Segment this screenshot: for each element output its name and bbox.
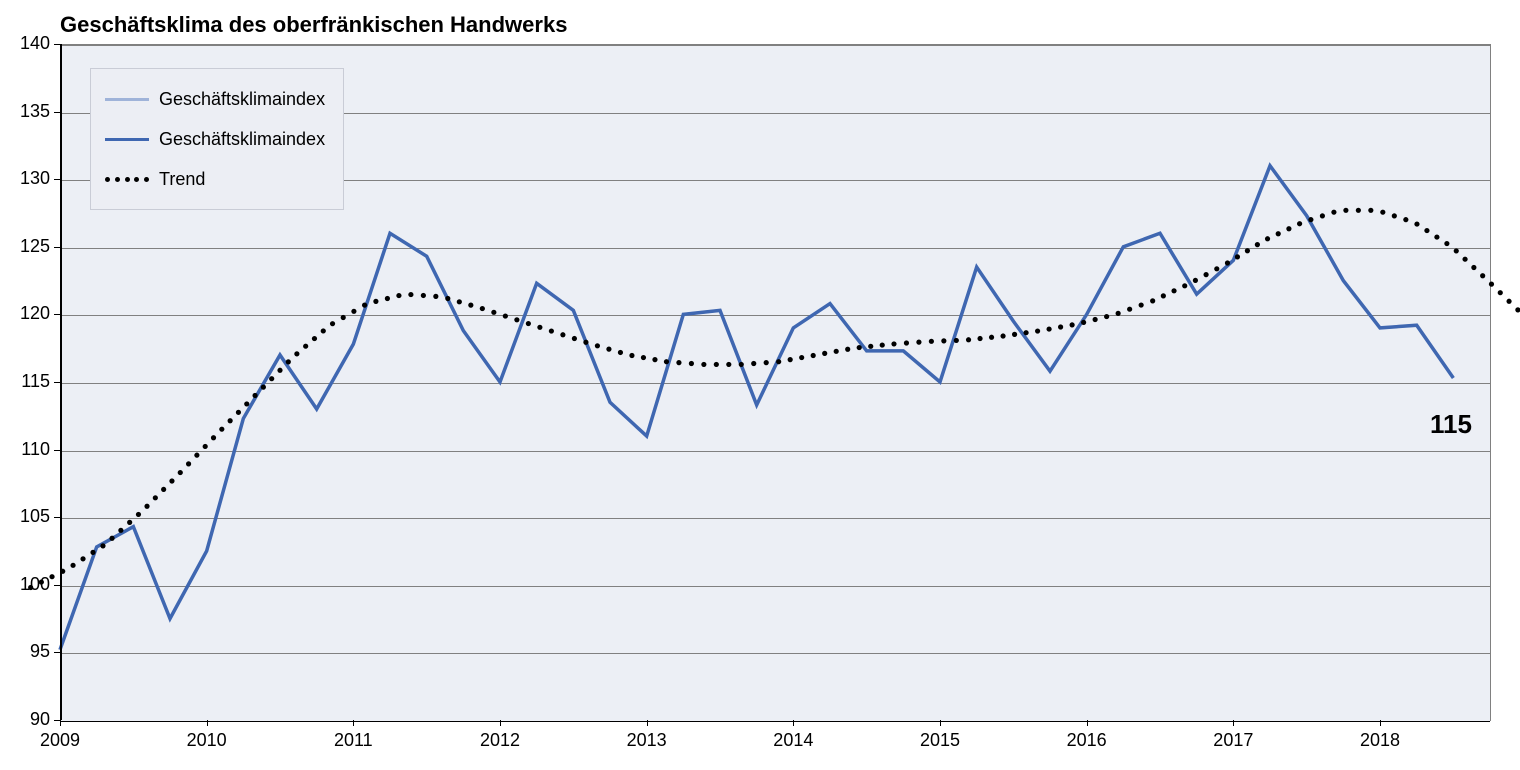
y-tick-label: 110 xyxy=(21,439,50,460)
legend-item: Geschäftsklimaindex xyxy=(105,79,325,119)
y-tick-label: 130 xyxy=(20,168,50,189)
y-tick-label: 105 xyxy=(20,506,50,527)
x-tick-mark xyxy=(500,720,501,726)
x-tick-mark xyxy=(1380,720,1381,726)
y-tick-label: 120 xyxy=(20,303,50,324)
x-tick-label: 2012 xyxy=(480,730,520,751)
x-tick-label: 2011 xyxy=(334,730,373,751)
x-tick-label: 2013 xyxy=(627,730,667,751)
y-tick-label: 90 xyxy=(30,709,50,730)
series-index-main xyxy=(60,166,1453,650)
x-tick-label: 2015 xyxy=(920,730,960,751)
x-tick-mark xyxy=(207,720,208,726)
x-tick-mark xyxy=(1233,720,1234,726)
y-tick-label: 95 xyxy=(30,641,50,662)
x-tick-label: 2009 xyxy=(40,730,80,751)
chart-root: Geschäftsklima des oberfränkischen Handw… xyxy=(0,0,1520,770)
x-tick-label: 2017 xyxy=(1213,730,1253,751)
y-tick-label: 125 xyxy=(20,236,50,257)
y-tick-label: 100 xyxy=(20,574,50,595)
y-tick-label: 135 xyxy=(20,101,50,122)
legend-label: Trend xyxy=(159,169,205,190)
x-tick-mark xyxy=(647,720,648,726)
x-tick-label: 2014 xyxy=(773,730,813,751)
legend-swatch-line xyxy=(105,98,149,101)
legend-label: Geschäftsklimaindex xyxy=(159,89,325,110)
x-tick-mark xyxy=(793,720,794,726)
x-tick-label: 2010 xyxy=(187,730,227,751)
legend-item: Trend xyxy=(105,159,325,199)
x-tick-label: 2018 xyxy=(1360,730,1400,751)
end-value-label: 115 xyxy=(1430,409,1472,440)
legend-swatch-dots xyxy=(105,176,149,182)
legend: Geschäftsklimaindex Geschäftsklimaindex Tr… xyxy=(90,68,344,210)
x-tick-label: 2016 xyxy=(1067,730,1107,751)
y-axis-line xyxy=(60,44,62,720)
legend-swatch-line xyxy=(105,138,149,141)
x-tick-mark xyxy=(353,720,354,726)
y-tick-label: 115 xyxy=(21,371,50,392)
legend-label: Geschäftsklimaindex xyxy=(159,129,325,150)
series-trend xyxy=(28,208,1520,590)
x-tick-mark xyxy=(940,720,941,726)
y-tick-label: 140 xyxy=(20,33,50,54)
x-tick-mark xyxy=(1087,720,1088,726)
legend-item: Geschäftsklimaindex xyxy=(105,119,325,159)
x-tick-mark xyxy=(60,720,61,726)
